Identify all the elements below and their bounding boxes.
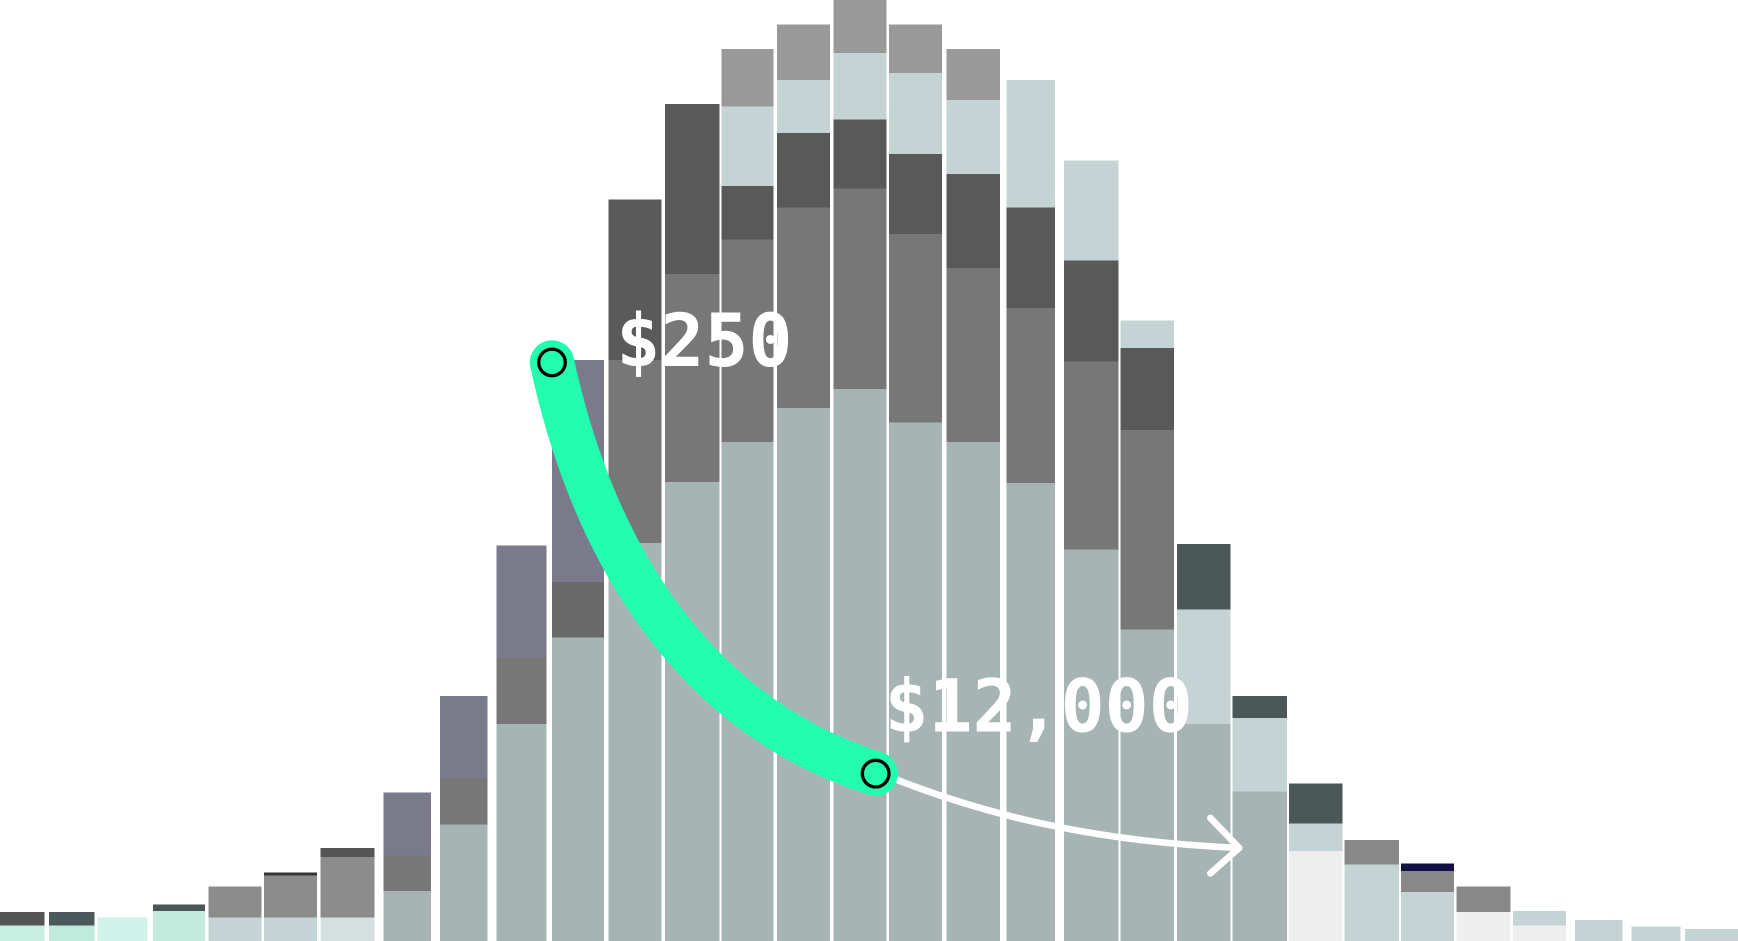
range-arc — [529, 340, 898, 796]
start-point — [537, 347, 567, 378]
start-label: $250 — [616, 299, 792, 384]
arrow — [883, 772, 1243, 852]
end-label: $12,000 — [885, 665, 1193, 750]
arrow-head — [1207, 814, 1243, 877]
end-point — [860, 758, 891, 789]
